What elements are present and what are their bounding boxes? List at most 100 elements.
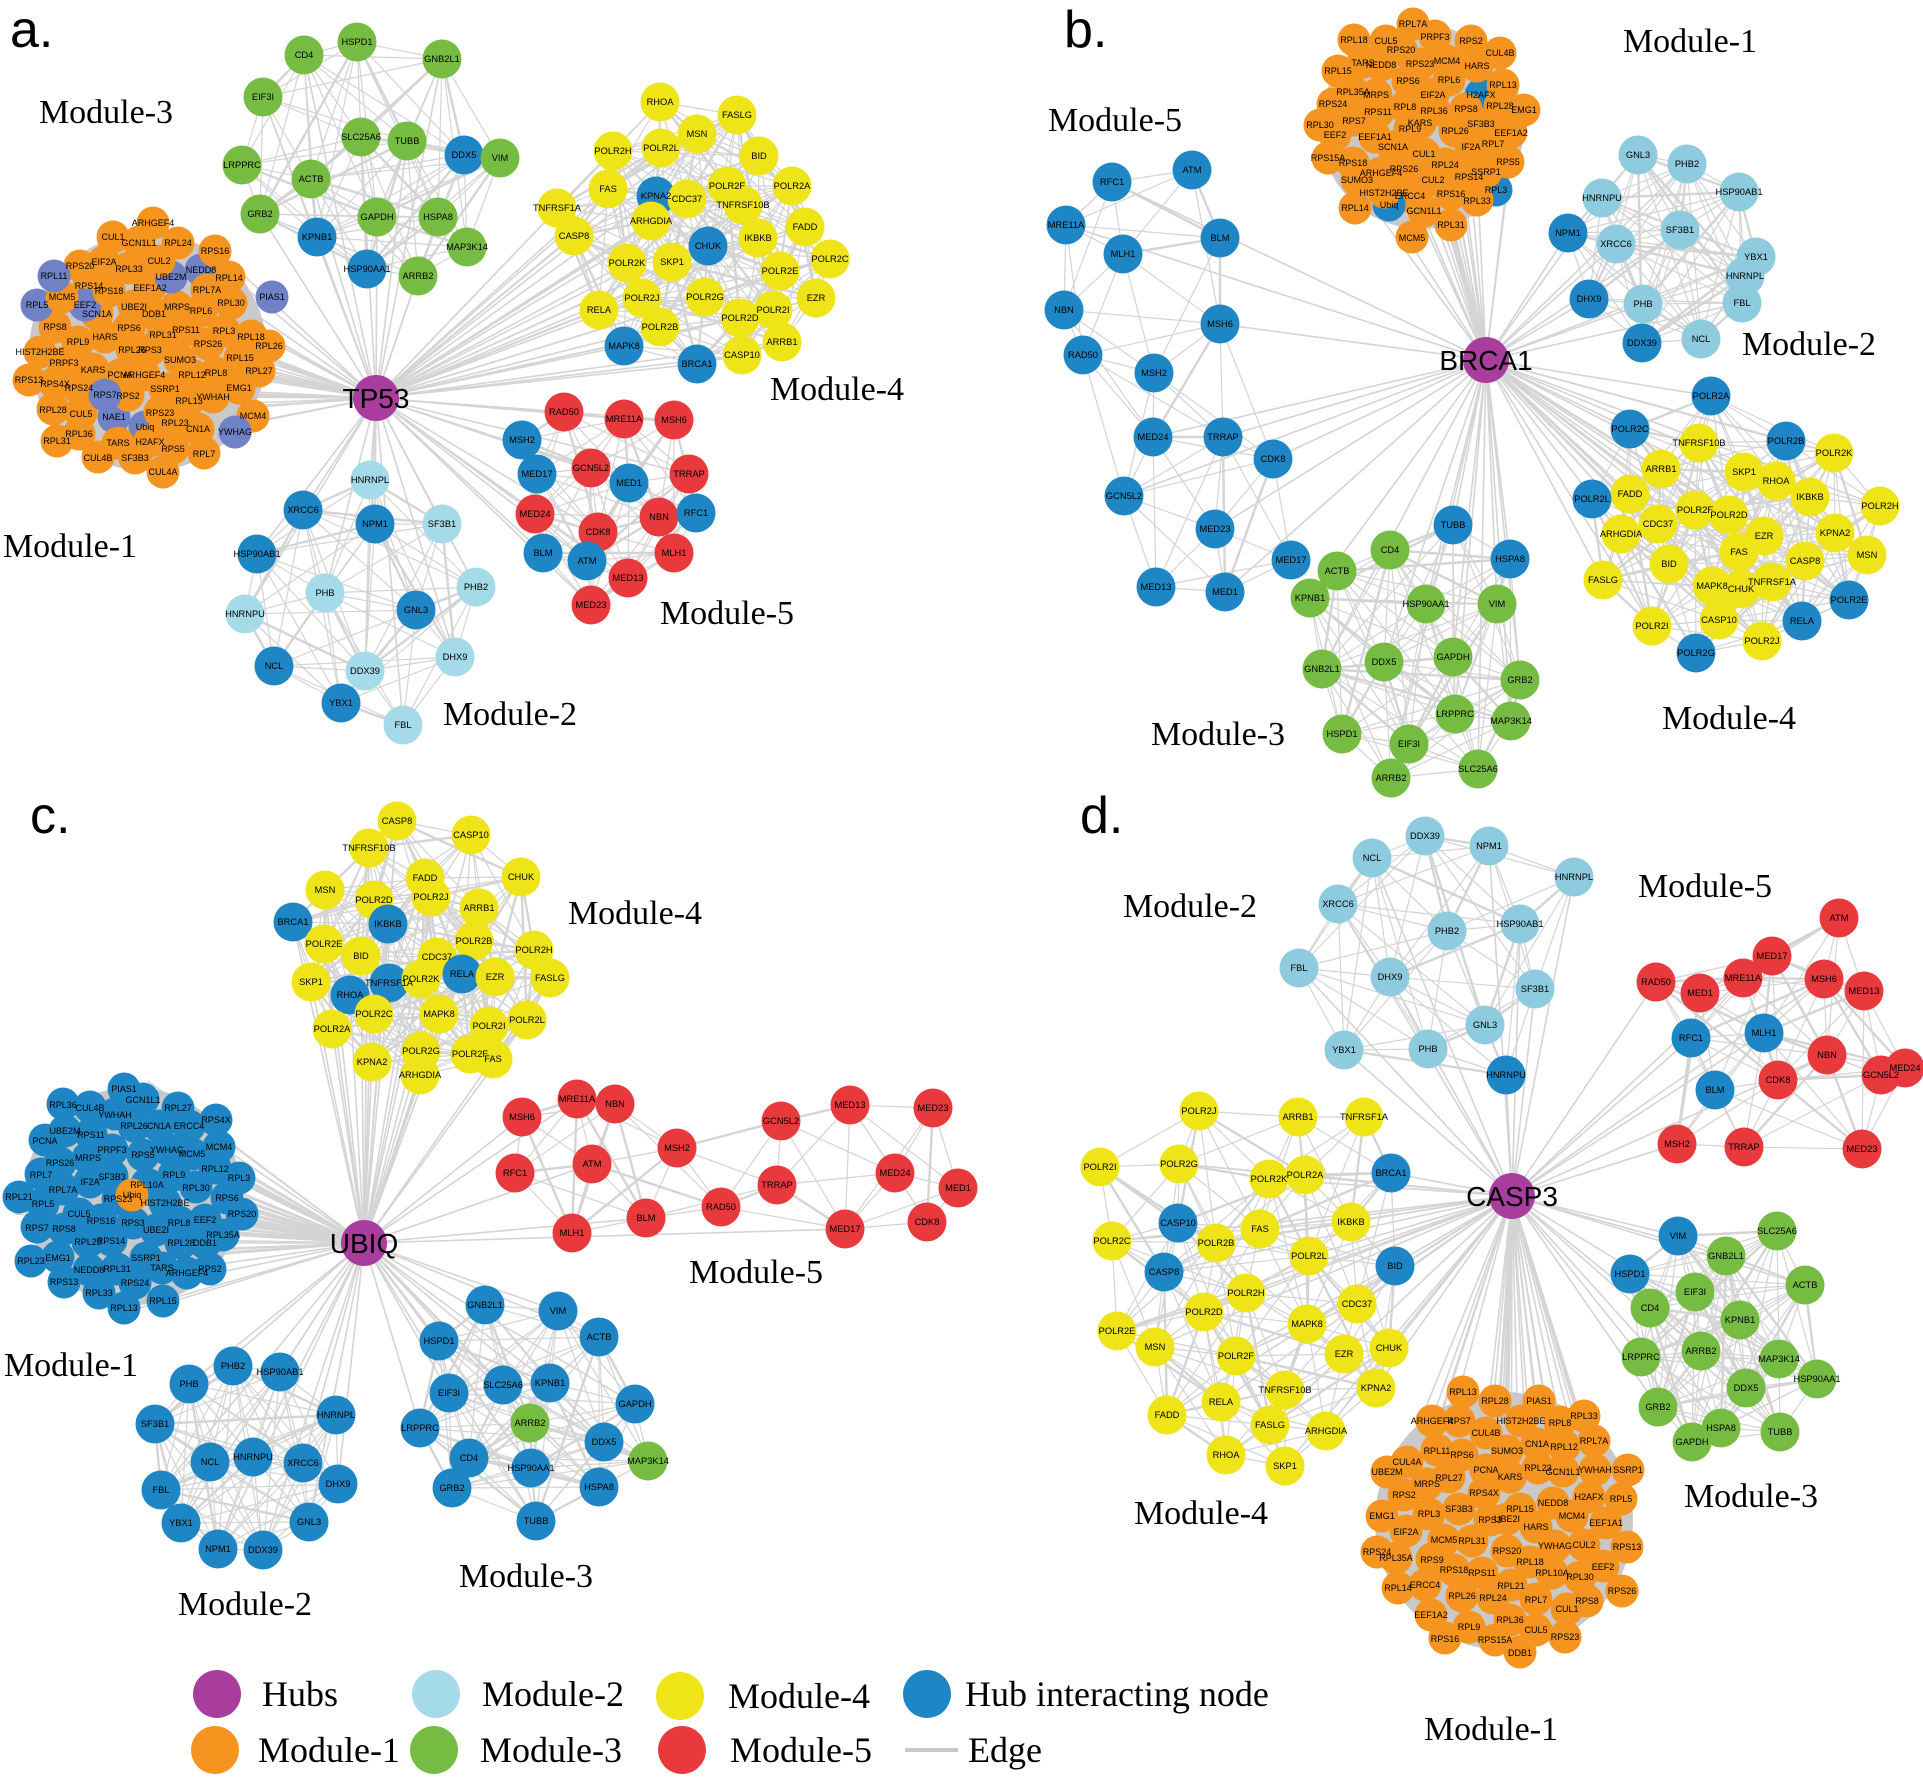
svg-text:POLR2B: POLR2B xyxy=(1198,1238,1235,1248)
svg-text:EZR: EZR xyxy=(807,293,826,303)
svg-text:MRPS: MRPS xyxy=(1414,1479,1440,1489)
svg-text:RPS4X: RPS4X xyxy=(201,1115,231,1125)
svg-text:RPS7: RPS7 xyxy=(25,1223,49,1233)
svg-text:EEF1A2: EEF1A2 xyxy=(133,283,167,293)
svg-text:YBX1: YBX1 xyxy=(1332,1045,1356,1055)
svg-text:CD4: CD4 xyxy=(295,50,314,60)
svg-text:YBX1: YBX1 xyxy=(169,1518,193,1528)
svg-text:POLR2C: POLR2C xyxy=(355,1009,392,1019)
svg-text:GRB2: GRB2 xyxy=(247,209,272,219)
svg-text:SSRP1: SSRP1 xyxy=(150,384,180,394)
svg-text:RPL23: RPL23 xyxy=(161,418,189,428)
svg-text:RPL36: RPL36 xyxy=(1420,106,1448,116)
svg-text:SUMO3: SUMO3 xyxy=(1491,1446,1523,1456)
svg-text:RPL30: RPL30 xyxy=(1566,1572,1594,1582)
svg-text:MAPK8: MAPK8 xyxy=(1291,1319,1323,1329)
svg-text:H2AFX: H2AFX xyxy=(135,437,164,447)
svg-text:TUBB: TUBB xyxy=(395,136,420,146)
svg-text:RPL14: RPL14 xyxy=(1384,1583,1412,1593)
svg-text:XRCC6: XRCC6 xyxy=(287,505,319,515)
svg-text:Module-5: Module-5 xyxy=(689,1254,823,1291)
svg-text:POLR2J: POLR2J xyxy=(1744,636,1779,646)
svg-text:RPL36: RPL36 xyxy=(49,1100,77,1110)
svg-text:TNFRSF10B: TNFRSF10B xyxy=(1672,438,1725,448)
svg-text:NCL: NCL xyxy=(265,661,284,671)
svg-text:BLM: BLM xyxy=(533,548,552,558)
svg-text:CASP8: CASP8 xyxy=(382,816,413,826)
svg-text:RPS3: RPS3 xyxy=(138,345,162,355)
svg-text:HSP90AB1: HSP90AB1 xyxy=(233,549,280,559)
svg-text:POLR2C: POLR2C xyxy=(1093,1236,1130,1246)
svg-text:YWHAH: YWHAH xyxy=(1578,1465,1612,1475)
svg-text:FAS: FAS xyxy=(599,184,617,194)
svg-text:POLR2F: POLR2F xyxy=(1677,505,1713,515)
svg-text:RPS26: RPS26 xyxy=(46,1158,75,1168)
svg-text:RPS15A: RPS15A xyxy=(1478,1635,1513,1645)
svg-text:EEF1A1: EEF1A1 xyxy=(1358,132,1392,142)
svg-text:ARRB1: ARRB1 xyxy=(1645,464,1676,474)
svg-text:HSPD1: HSPD1 xyxy=(1614,1269,1645,1279)
svg-text:RHOA: RHOA xyxy=(337,990,365,1000)
svg-text:HSP90AA1: HSP90AA1 xyxy=(507,1463,554,1473)
svg-text:RPL33: RPL33 xyxy=(85,1288,113,1298)
svg-text:SF3B3: SF3B3 xyxy=(1445,1504,1473,1514)
svg-text:Ubiq: Ubiq xyxy=(1380,200,1399,210)
svg-text:EEF2: EEF2 xyxy=(1324,130,1347,140)
svg-text:TNFRSF10B: TNFRSF10B xyxy=(342,843,395,853)
svg-text:CASP10: CASP10 xyxy=(1701,615,1737,625)
svg-text:HSP90AB1: HSP90AB1 xyxy=(1715,187,1762,197)
svg-text:FBL: FBL xyxy=(1290,963,1307,973)
svg-text:RPL12: RPL12 xyxy=(1550,1442,1578,1452)
svg-text:EEF1A2: EEF1A2 xyxy=(1414,1610,1448,1620)
svg-text:MED23: MED23 xyxy=(917,1103,948,1113)
svg-text:POLR2C: POLR2C xyxy=(1611,424,1648,434)
svg-text:ARRB2: ARRB2 xyxy=(1685,1346,1716,1356)
svg-text:ARHGDIA: ARHGDIA xyxy=(399,1070,442,1080)
svg-text:Module-1: Module-1 xyxy=(1424,1711,1558,1748)
svg-text:POLR2D: POLR2D xyxy=(721,313,758,323)
svg-text:NAE1: NAE1 xyxy=(102,412,126,422)
svg-text:NCL: NCL xyxy=(1692,334,1711,344)
svg-text:MRPS: MRPS xyxy=(75,1153,101,1163)
svg-text:VIM: VIM xyxy=(550,1306,567,1316)
svg-text:HSP90AA1: HSP90AA1 xyxy=(343,264,390,274)
svg-text:RPL33: RPL33 xyxy=(115,264,143,274)
svg-text:MED24: MED24 xyxy=(1137,432,1168,442)
svg-text:SKP1: SKP1 xyxy=(660,257,684,267)
svg-text:MCM5: MCM5 xyxy=(1399,233,1426,243)
svg-text:MCM4: MCM4 xyxy=(240,411,267,421)
svg-text:SUMO3: SUMO3 xyxy=(1341,175,1373,185)
svg-text:TRRAP: TRRAP xyxy=(673,469,705,479)
svg-text:RPL23: RPL23 xyxy=(17,1256,45,1266)
svg-text:MAP3K14: MAP3K14 xyxy=(627,1456,669,1466)
svg-text:Module-3: Module-3 xyxy=(39,94,173,131)
svg-text:TRRAP: TRRAP xyxy=(761,1180,793,1190)
svg-text:Module-5: Module-5 xyxy=(660,595,794,632)
svg-text:MSH6: MSH6 xyxy=(1207,319,1233,329)
svg-text:TUBB: TUBB xyxy=(524,1516,549,1526)
svg-text:Module-4: Module-4 xyxy=(568,895,702,932)
svg-text:CUL4B: CUL4B xyxy=(1471,1428,1500,1438)
svg-text:PHB2: PHB2 xyxy=(1675,159,1699,169)
svg-text:POLR2D: POLR2D xyxy=(355,895,392,905)
svg-text:POLR2A: POLR2A xyxy=(1693,391,1730,401)
svg-text:POLR2E: POLR2E xyxy=(762,266,799,276)
svg-text:DDX39: DDX39 xyxy=(1410,831,1440,841)
svg-text:RPL8: RPL8 xyxy=(1549,1418,1572,1428)
svg-text:MED23: MED23 xyxy=(1846,1144,1877,1154)
svg-text:TRRAP: TRRAP xyxy=(1207,432,1239,442)
svg-text:FBL: FBL xyxy=(1733,298,1750,308)
svg-text:UBE2I: UBE2I xyxy=(143,1225,169,1235)
svg-text:EIF3I: EIF3I xyxy=(1684,1287,1706,1297)
svg-text:RELA: RELA xyxy=(450,969,475,979)
svg-text:UBE2M: UBE2M xyxy=(1371,1467,1402,1477)
svg-text:POLR2G: POLR2G xyxy=(1677,648,1715,658)
svg-text:MRE11A: MRE11A xyxy=(1725,973,1762,983)
svg-text:POLR2F: POLR2F xyxy=(1218,1351,1254,1361)
svg-text:GAPDH: GAPDH xyxy=(618,1399,651,1409)
svg-text:MCM5: MCM5 xyxy=(49,292,76,302)
svg-text:RPS6: RPS6 xyxy=(1396,76,1420,86)
svg-text:HNRNPU: HNRNPU xyxy=(225,609,265,619)
svg-text:TARS: TARS xyxy=(106,438,129,448)
svg-text:PHB: PHB xyxy=(315,588,334,598)
